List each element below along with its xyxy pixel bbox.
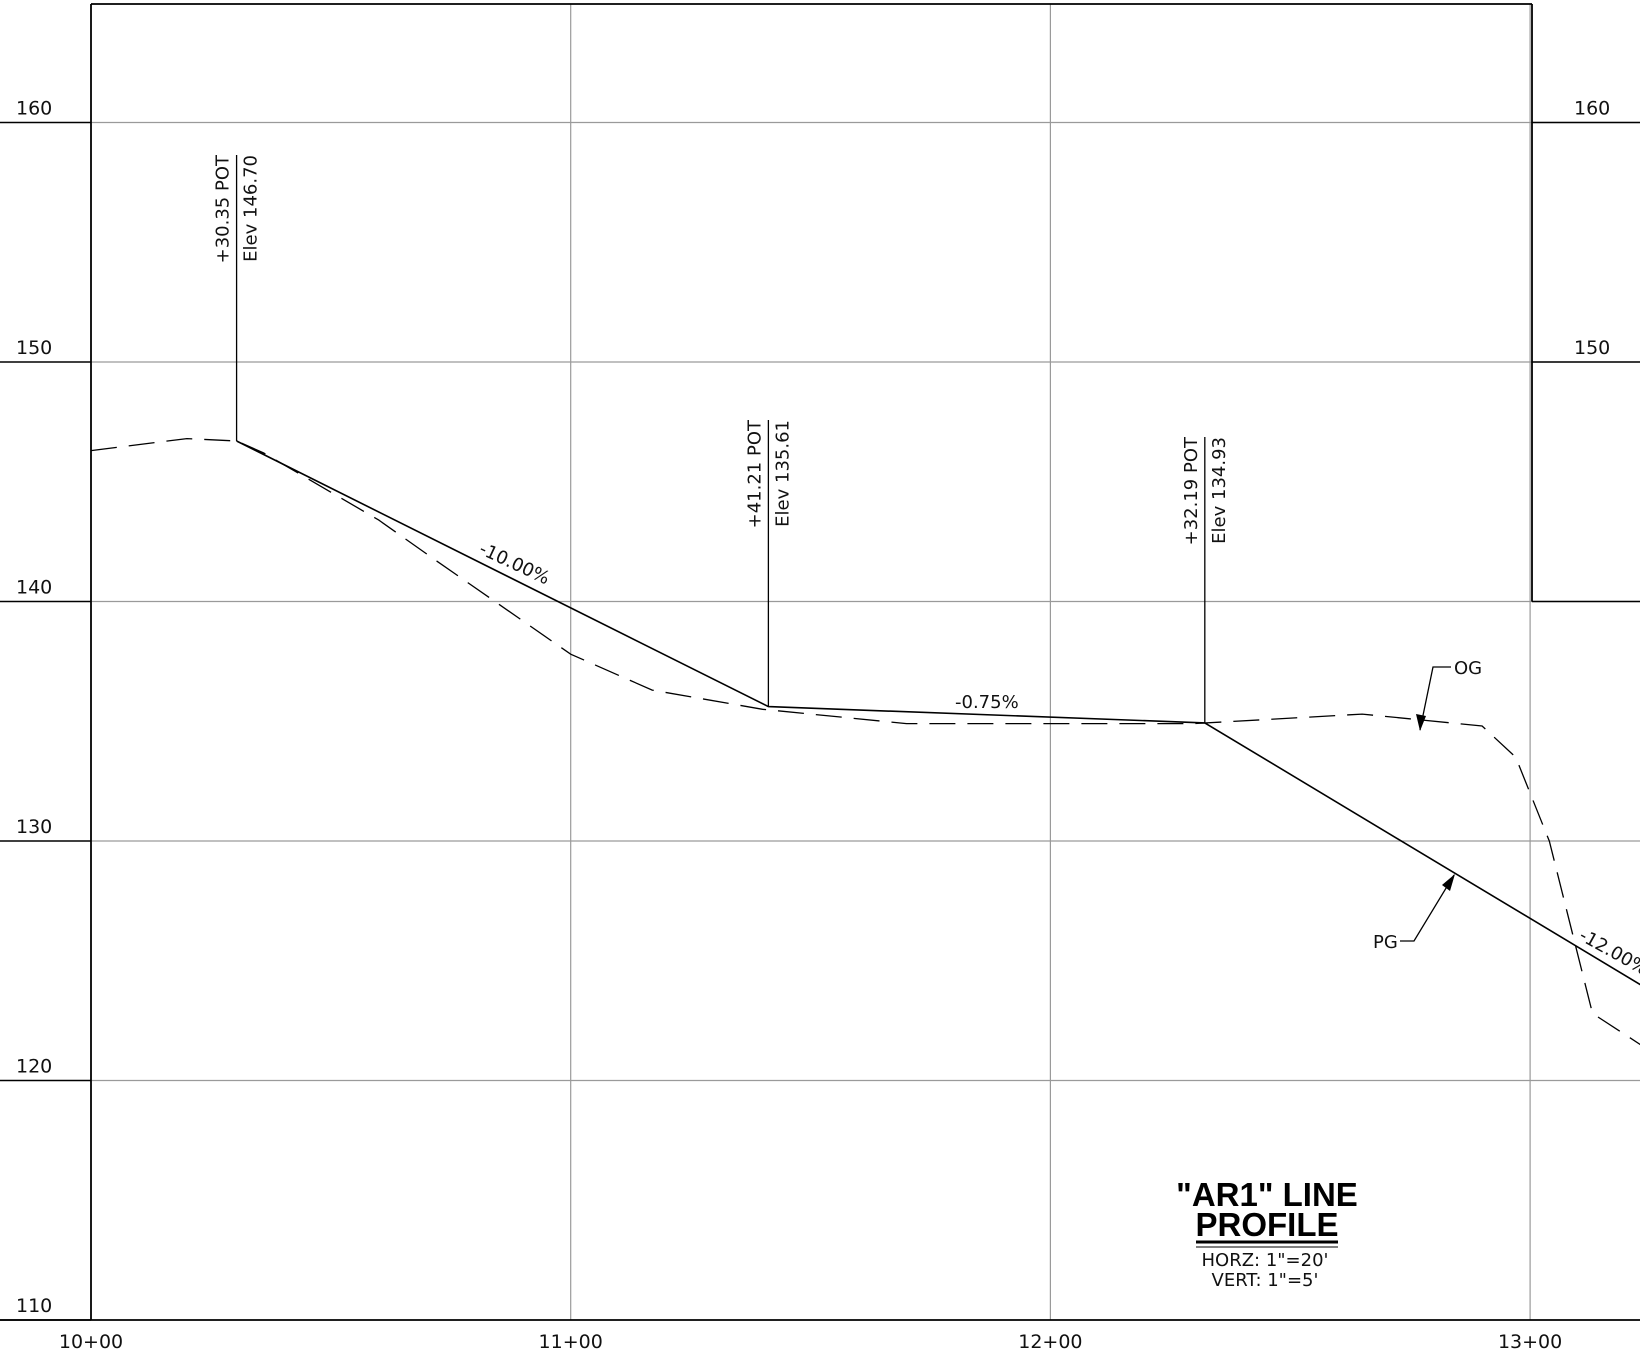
elevation-tick-label-left: 110 [16, 1295, 52, 1317]
elevation-tick-label-left: 160 [16, 98, 52, 120]
pot-elevation-label: Elev 135.61 [772, 420, 793, 527]
title-line-2: PROFILE [1195, 1206, 1338, 1243]
axis-labels: 10+00 11+00 12+00 13+00 160 150 140 130 120 110 16… [16, 98, 1610, 1354]
grade-label: -0.75% [955, 692, 1019, 713]
title-horz-scale: HORZ: 1"=20' [1202, 1250, 1329, 1271]
elevation-tick-label-right: 160 [1574, 98, 1610, 120]
profile-series [90, 437, 1640, 1046]
pg-arrowhead [1442, 874, 1455, 891]
title-vert-scale: VERT: 1"=5' [1212, 1270, 1319, 1291]
pot-station-label: +30.35 POT [213, 154, 234, 263]
original-ground-line [90, 437, 1640, 1046]
pot-elevation-label: Elev 134.93 [1209, 437, 1230, 544]
pot-label-group: +41.21 POT Elev 135.61 [744, 419, 793, 528]
pot-station-label: +41.21 POT [744, 419, 765, 528]
plot-frame [0, 3, 1640, 1321]
elevation-tick-label-left: 120 [16, 1056, 52, 1078]
title-line-1: "AR1" LINE [1176, 1176, 1358, 1213]
station-tick-label: 12+00 [1018, 1331, 1082, 1353]
og-leader [1419, 666, 1451, 731]
elevation-tick-label-left: 140 [16, 577, 52, 599]
pg-leader [1400, 874, 1455, 942]
pg-callout-label: PG [1373, 932, 1398, 953]
elevation-tick-label-right: 150 [1574, 337, 1610, 359]
elevation-tick-label-left: 130 [16, 816, 52, 838]
station-tick-label: 10+00 [59, 1331, 123, 1353]
grade-labels: -10.00%-0.75%-12.00% [476, 538, 1640, 979]
station-tick-label: 13+00 [1498, 1331, 1562, 1353]
pot-annotations: +30.35 POT Elev 146.70 +41.21 POT Elev 135.… [213, 154, 1230, 723]
elevation-tick-label-left: 150 [16, 337, 52, 359]
grid-lines [91, 4, 1640, 1320]
pot-label-group: +30.35 POT Elev 146.70 [213, 154, 262, 263]
og-callout-label: OG [1454, 658, 1482, 679]
proposed-grade-line [236, 440, 1640, 986]
og-arrowhead [1416, 714, 1426, 731]
pot-elevation-label: Elev 146.70 [241, 155, 262, 262]
pot-station-label: +32.19 POT [1181, 436, 1202, 545]
callouts: OG PG [1373, 658, 1482, 953]
station-tick-label: 11+00 [539, 1331, 603, 1353]
grade-label: -10.00% [476, 538, 553, 589]
pot-label-group: +32.19 POT Elev 134.93 [1181, 436, 1230, 545]
title-block: "AR1" LINE PROFILE HORZ: 1"=20' VERT: 1"… [1176, 1176, 1358, 1291]
